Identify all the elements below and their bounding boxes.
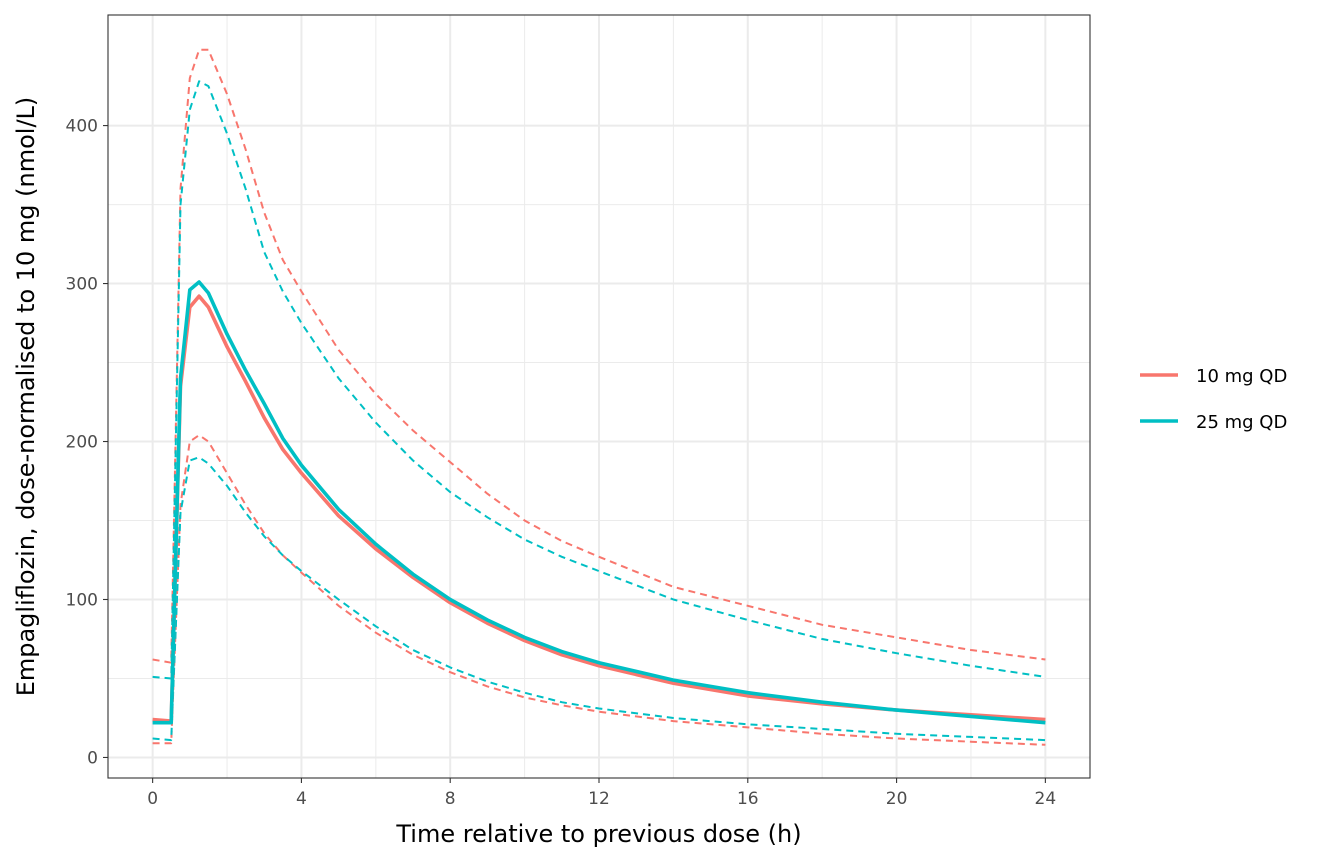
series-upper-line — [152, 48, 1046, 664]
series-median-line — [152, 294, 1046, 723]
series-layer — [152, 48, 1046, 746]
x-tick-label: 24 — [1035, 789, 1057, 809]
x-tick-label: 8 — [445, 789, 456, 809]
series-lower-line — [152, 434, 1046, 746]
x-axis: 0 4 8 12 16 20 24 — [147, 778, 1056, 809]
series-lower-line — [152, 456, 1046, 742]
x-tick-label: 0 — [147, 789, 158, 809]
legend-label: 10 mg QD — [1196, 366, 1287, 387]
series-median-line — [152, 280, 1046, 725]
x-axis-title: Time relative to previous dose (h) — [395, 820, 801, 848]
series-upper-line — [152, 80, 1046, 680]
y-tick-label: 300 — [66, 275, 98, 295]
x-tick-label: 4 — [296, 789, 307, 809]
y-axis-title: Empagliflozin, dose-normalised to 10 mg … — [12, 97, 40, 697]
x-tick-label: 20 — [886, 789, 908, 809]
x-tick-label: 12 — [588, 789, 610, 809]
x-tick-label: 16 — [737, 789, 759, 809]
legend-label: 25 mg QD — [1196, 412, 1287, 433]
y-tick-label: 400 — [66, 117, 98, 137]
legend: 10 mg QD 25 mg QD — [1140, 366, 1287, 433]
y-axis: 0 100 200 300 400 — [66, 117, 108, 768]
y-tick-label: 100 — [66, 590, 98, 610]
y-tick-label: 200 — [66, 433, 98, 453]
y-tick-label: 0 — [87, 748, 98, 768]
grid-major — [108, 15, 1090, 778]
